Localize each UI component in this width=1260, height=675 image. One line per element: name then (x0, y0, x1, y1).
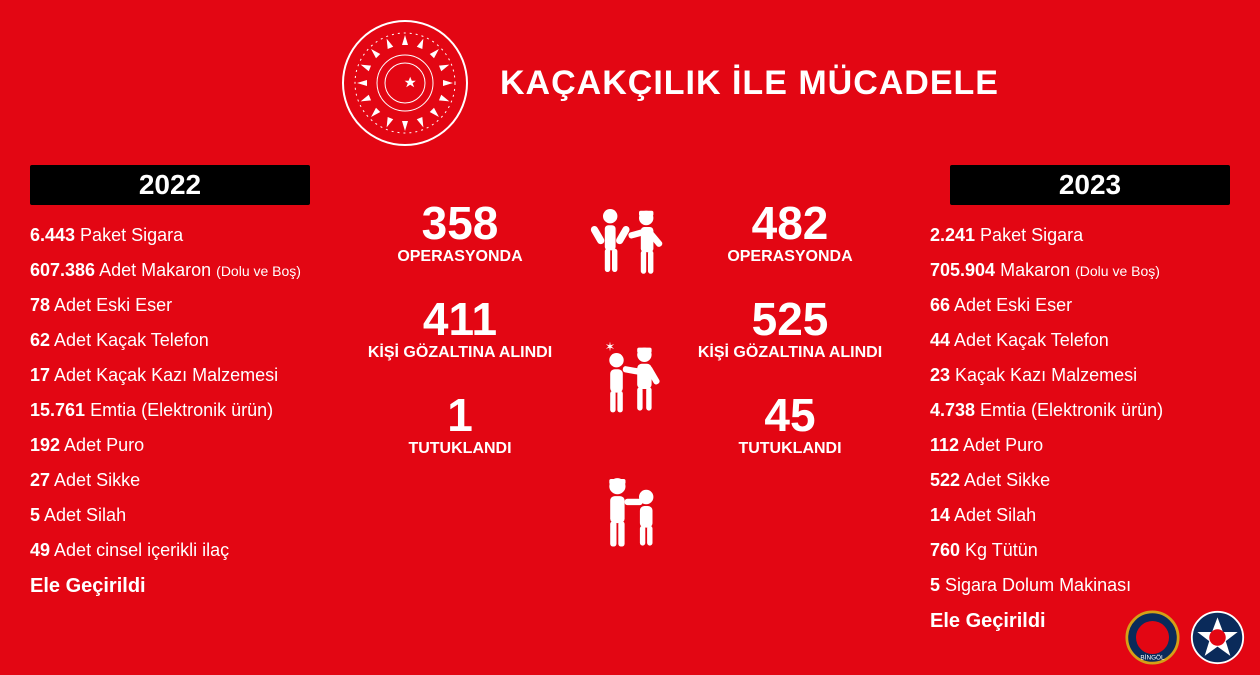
list-item: 62 Adet Kaçak Telefon (30, 330, 350, 351)
stat-label: OPERASYONDA (355, 248, 565, 266)
stat-number: 525 (685, 296, 895, 342)
list-item: 760 Kg Tütün (930, 540, 1250, 561)
detain-icon: ✶ (585, 335, 675, 425)
seized-footer: Ele Geçirildi (30, 575, 350, 598)
stat-block: 1 TUTUKLANDI (355, 392, 565, 458)
stat-number: 1 (355, 392, 565, 438)
search-arrest-icon (585, 200, 675, 290)
arrest-icon (585, 470, 675, 560)
stat-label: OPERASYONDA (685, 248, 895, 266)
list-item: 112 Adet Puro (930, 435, 1250, 456)
list-item: 522 Adet Sikke (930, 470, 1250, 491)
year-label-2022: 2022 (30, 165, 310, 205)
svg-text:BİNGÖL: BİNGÖL (1140, 653, 1165, 662)
stat-number: 482 (685, 200, 895, 246)
stat-block: 358 OPERASYONDA (355, 200, 565, 266)
stat-number: 358 (355, 200, 565, 246)
list-item: 2.241 Paket Sigara (930, 225, 1250, 246)
emniyet-badge-icon (1190, 610, 1245, 665)
stat-block: 482 OPERASYONDA (685, 200, 895, 266)
agency-badges: BİNGÖL (1125, 610, 1245, 665)
stat-label: KİŞİ GÖZALTINA ALINDI (685, 344, 895, 362)
stat-label: TUTUKLANDI (685, 440, 895, 458)
list-item: 27 Adet Sikke (30, 470, 350, 491)
list-item: 17 Adet Kaçak Kazı Malzemesi (30, 365, 350, 386)
list-item: 5 Sigara Dolum Makinası (930, 575, 1250, 596)
stats-col-2023: 482 OPERASYONDA 525 KİŞİ GÖZALTINA ALINDI 45… (685, 200, 895, 488)
list-item: 49 Adet cinsel içerikli ilaç (30, 540, 350, 561)
stat-number: 45 (685, 392, 895, 438)
stat-number: 411 (355, 296, 565, 342)
gov-emblem-icon (340, 18, 470, 148)
list-item: 44 Adet Kaçak Telefon (930, 330, 1250, 351)
stat-label: TUTUKLANDI (355, 440, 565, 458)
list-item: 23 Kaçak Kazı Malzemesi (930, 365, 1250, 386)
jandarma-badge-icon: BİNGÖL (1125, 610, 1180, 665)
page-title: KAÇAKÇILIK İLE MÜCADELE (500, 64, 999, 103)
svg-text:✶: ✶ (605, 340, 616, 354)
list-item: 66 Adet Eski Eser (930, 295, 1250, 316)
center-icons: ✶ (575, 200, 685, 560)
list-item: 14 Adet Silah (930, 505, 1250, 526)
seized-list-2022: 6.443 Paket Sigara 607.386 Adet Makaron (… (30, 225, 350, 598)
list-item: 5 Adet Silah (30, 505, 350, 526)
stat-block: 45 TUTUKLANDI (685, 392, 895, 458)
list-item: 607.386 Adet Makaron (Dolu ve Boş) (30, 260, 350, 281)
list-item: 4.738 Emtia (Elektronik ürün) (930, 400, 1250, 421)
list-item: 192 Adet Puro (30, 435, 350, 456)
stat-label: KİŞİ GÖZALTINA ALINDI (355, 344, 565, 362)
header: KAÇAKÇILIK İLE MÜCADELE (0, 0, 1260, 148)
year-label-2023: 2023 (950, 165, 1230, 205)
stat-block: 525 KİŞİ GÖZALTINA ALINDI (685, 296, 895, 362)
list-item: 705.904 Makaron (Dolu ve Boş) (930, 260, 1250, 281)
list-item: 15.761 Emtia (Elektronik ürün) (30, 400, 350, 421)
stats-col-2022: 358 OPERASYONDA 411 KİŞİ GÖZALTINA ALINDI 1 T… (355, 200, 565, 488)
seized-list-2023: 2.241 Paket Sigara 705.904 Makaron (Dolu … (930, 225, 1250, 633)
list-item: 6.443 Paket Sigara (30, 225, 350, 246)
stat-block: 411 KİŞİ GÖZALTINA ALINDI (355, 296, 565, 362)
list-item: 78 Adet Eski Eser (30, 295, 350, 316)
